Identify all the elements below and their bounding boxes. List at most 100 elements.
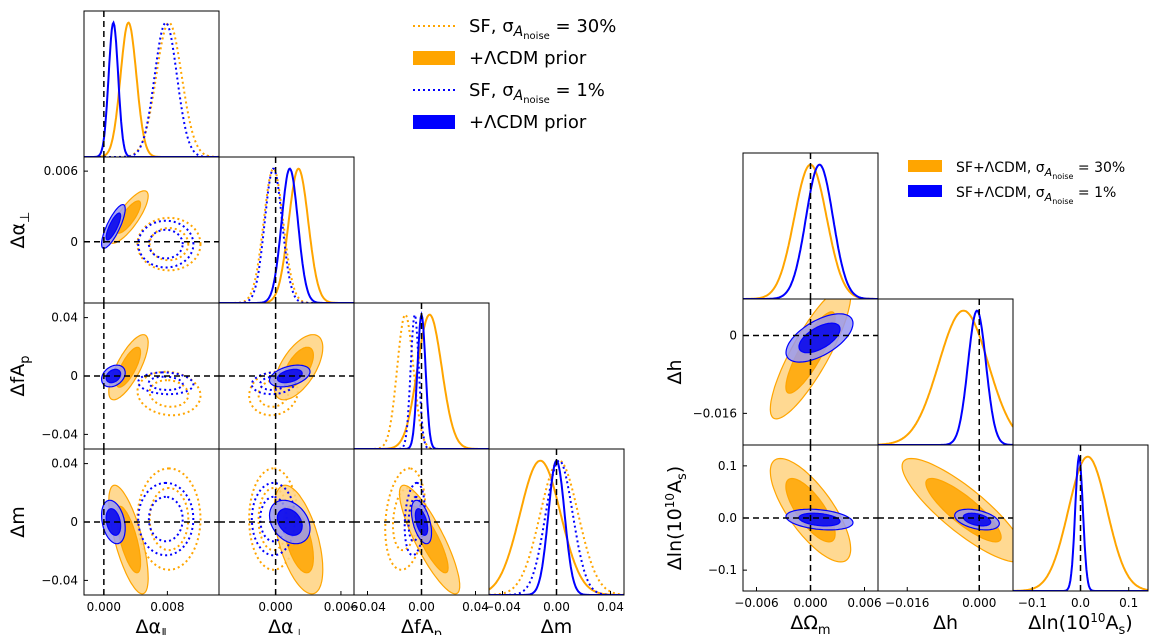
- panel-body: [743, 445, 878, 591]
- panel-Δm-vs-Δα_⊥: 0.000 0.006: [218, 448, 358, 614]
- panel-Δln(10^10 A_s)-vs-ΔΩ_m: −0.1 0.0 0.1 −0.006 0.000 0.006: [708, 444, 882, 610]
- x-tick-label: 0.006: [847, 596, 881, 610]
- contour-2-0: [250, 481, 296, 557]
- contour-2-1: [147, 228, 184, 260]
- y-tick-label: 0.04: [51, 311, 78, 325]
- x-tick-label: −0.1: [1018, 596, 1047, 610]
- legend-1: SF+ΛCDM, σAnoise = 30% SF+ΛCDM, σAnoise =…: [908, 160, 1125, 206]
- pdf-curve-1: [219, 167, 354, 303]
- legend-label-1: SF+ΛCDM, σAnoise = 1%: [956, 185, 1116, 206]
- y-tick-label: −0.04: [41, 427, 78, 441]
- panel-body: [743, 153, 878, 299]
- x-tick-label: 0.000: [87, 600, 121, 614]
- panel-body: [489, 449, 624, 595]
- panel-body: [743, 299, 878, 445]
- contour-2-0: [137, 219, 195, 269]
- x-axis-label-0: ΔΩm: [790, 612, 830, 635]
- legend-swatch-3: [413, 115, 455, 129]
- contour-0-1: [148, 379, 190, 408]
- y-tick-label: 0.04: [51, 457, 78, 471]
- panel-frame: [877, 298, 1014, 446]
- x-tick-label: 0.000: [258, 600, 292, 614]
- panel-body: [84, 11, 219, 157]
- panel-body: [354, 303, 489, 449]
- x-tick-label: 0.006: [324, 600, 358, 614]
- y-axis-label-1: Δh: [664, 359, 686, 384]
- y-axis-label-2: ΔfAp: [7, 356, 33, 397]
- panel-ΔfA_p-vs-ΔfA_p: [353, 302, 490, 450]
- x-tick-label: −0.04: [484, 600, 521, 614]
- panel-ΔfA_p-vs-Δα_∥: −0.04 0 0.04: [41, 302, 220, 450]
- panel-body: [878, 299, 1013, 445]
- legend-label-1: +ΛCDM prior: [469, 48, 587, 69]
- panel-Δα_∥-vs-Δα_∥: [83, 10, 220, 158]
- panel-body: [219, 449, 354, 595]
- panel-Δm-vs-ΔfA_p: −0.04 0.00 0.04: [349, 448, 490, 614]
- y-tick-label: −0.1: [708, 563, 737, 577]
- x-axis-label-2: Δln(1010As): [1028, 611, 1132, 635]
- pdf-curve-1: [743, 163, 878, 299]
- x-tick-label: 0.04: [462, 600, 489, 614]
- legend-label-2: SF, σAnoise = 1%: [469, 80, 605, 106]
- panel-body: [84, 157, 219, 303]
- legend-swatch-1: [908, 185, 942, 197]
- x-tick-label: −0.006: [734, 596, 778, 610]
- pdf-curve-0: [878, 309, 1013, 445]
- contour-2-0: [403, 481, 426, 557]
- panel-Δln(10^10 A_s)-vs-Δh: −0.016 0.000: [877, 444, 1014, 610]
- contour-2-1: [147, 495, 184, 543]
- panel-body: [1013, 445, 1148, 591]
- x-tick-label: −0.016: [885, 596, 929, 610]
- panel-body: [219, 303, 354, 449]
- pdf-curve-0: [354, 313, 489, 449]
- x-axis-label-2: ΔfAp: [401, 616, 442, 635]
- corner-plot-1: −0.016 0 −0.1 0.0 0.1 −0.006 0.000 0.006 −0.016 0…: [663, 152, 1149, 635]
- x-tick-label: 0.000: [962, 596, 996, 610]
- y-tick-label: 0: [70, 235, 78, 249]
- contour-1-1: [798, 512, 841, 527]
- x-axis-label-3: Δm: [541, 616, 573, 635]
- pdf-curve-2: [84, 21, 219, 157]
- panel-Δh-vs-ΔΩ_m: −0.016 0: [693, 298, 879, 446]
- x-tick-label: 0.00: [543, 600, 570, 614]
- contour-3-1: [105, 368, 122, 384]
- y-axis-label-1: Δα⊥: [7, 212, 33, 249]
- legend-label-0: SF, σAnoise = 30%: [469, 16, 616, 42]
- x-axis-label-1: Δh: [933, 612, 958, 634]
- panel-body: [84, 303, 219, 449]
- panel-Δh-vs-Δh: [877, 298, 1014, 446]
- x-tick-label: −0.04: [349, 600, 386, 614]
- contour-1-1: [962, 512, 992, 527]
- contour-0-0: [136, 370, 202, 417]
- x-tick-label: 0.000: [793, 596, 827, 610]
- pdf-curve-2: [489, 459, 624, 595]
- y-tick-label: −0.04: [41, 573, 78, 587]
- y-axis-label-3: Δm: [7, 506, 29, 538]
- legend-swatch-0: [908, 160, 942, 172]
- panel-ΔfA_p-vs-Δα_⊥: [218, 302, 355, 450]
- contour-2-1: [147, 375, 184, 391]
- panel-Δm-vs-Δα_∥: −0.04 0 0.04 0.000 0.008: [41, 448, 220, 614]
- contour-0-0: [136, 467, 202, 571]
- x-axis-label-0: Δα∥: [135, 616, 167, 635]
- legend-swatch-1: [413, 51, 455, 65]
- panel-Δα_⊥-vs-Δα_∥: 0 0.006: [44, 156, 220, 304]
- contour-0-1: [148, 486, 190, 552]
- x-tick-label: 0.00: [408, 600, 435, 614]
- contour-2-0: [137, 371, 195, 396]
- pdf-curve-1: [84, 21, 219, 157]
- y-tick-label: 0.006: [44, 164, 78, 178]
- y-axis-label-2: Δln(1010As): [663, 466, 690, 570]
- contour-0-0: [248, 467, 299, 571]
- x-axis-label-1: Δα⊥: [268, 616, 305, 635]
- x-tick-label: 0.1: [1119, 596, 1138, 610]
- y-tick-label: 0.0: [718, 511, 737, 525]
- panel-body: [84, 449, 219, 595]
- contour-1-1: [798, 322, 841, 354]
- panel-body: [354, 449, 489, 595]
- panel-body: [878, 445, 1013, 591]
- y-tick-label: 0: [729, 329, 737, 343]
- contour-0-1: [392, 487, 419, 552]
- legend-0: SF, σAnoise = 30% +ΛCDM prior SF, σAnoise …: [413, 16, 616, 133]
- panel-Δα_⊥-vs-Δα_⊥: [218, 156, 355, 304]
